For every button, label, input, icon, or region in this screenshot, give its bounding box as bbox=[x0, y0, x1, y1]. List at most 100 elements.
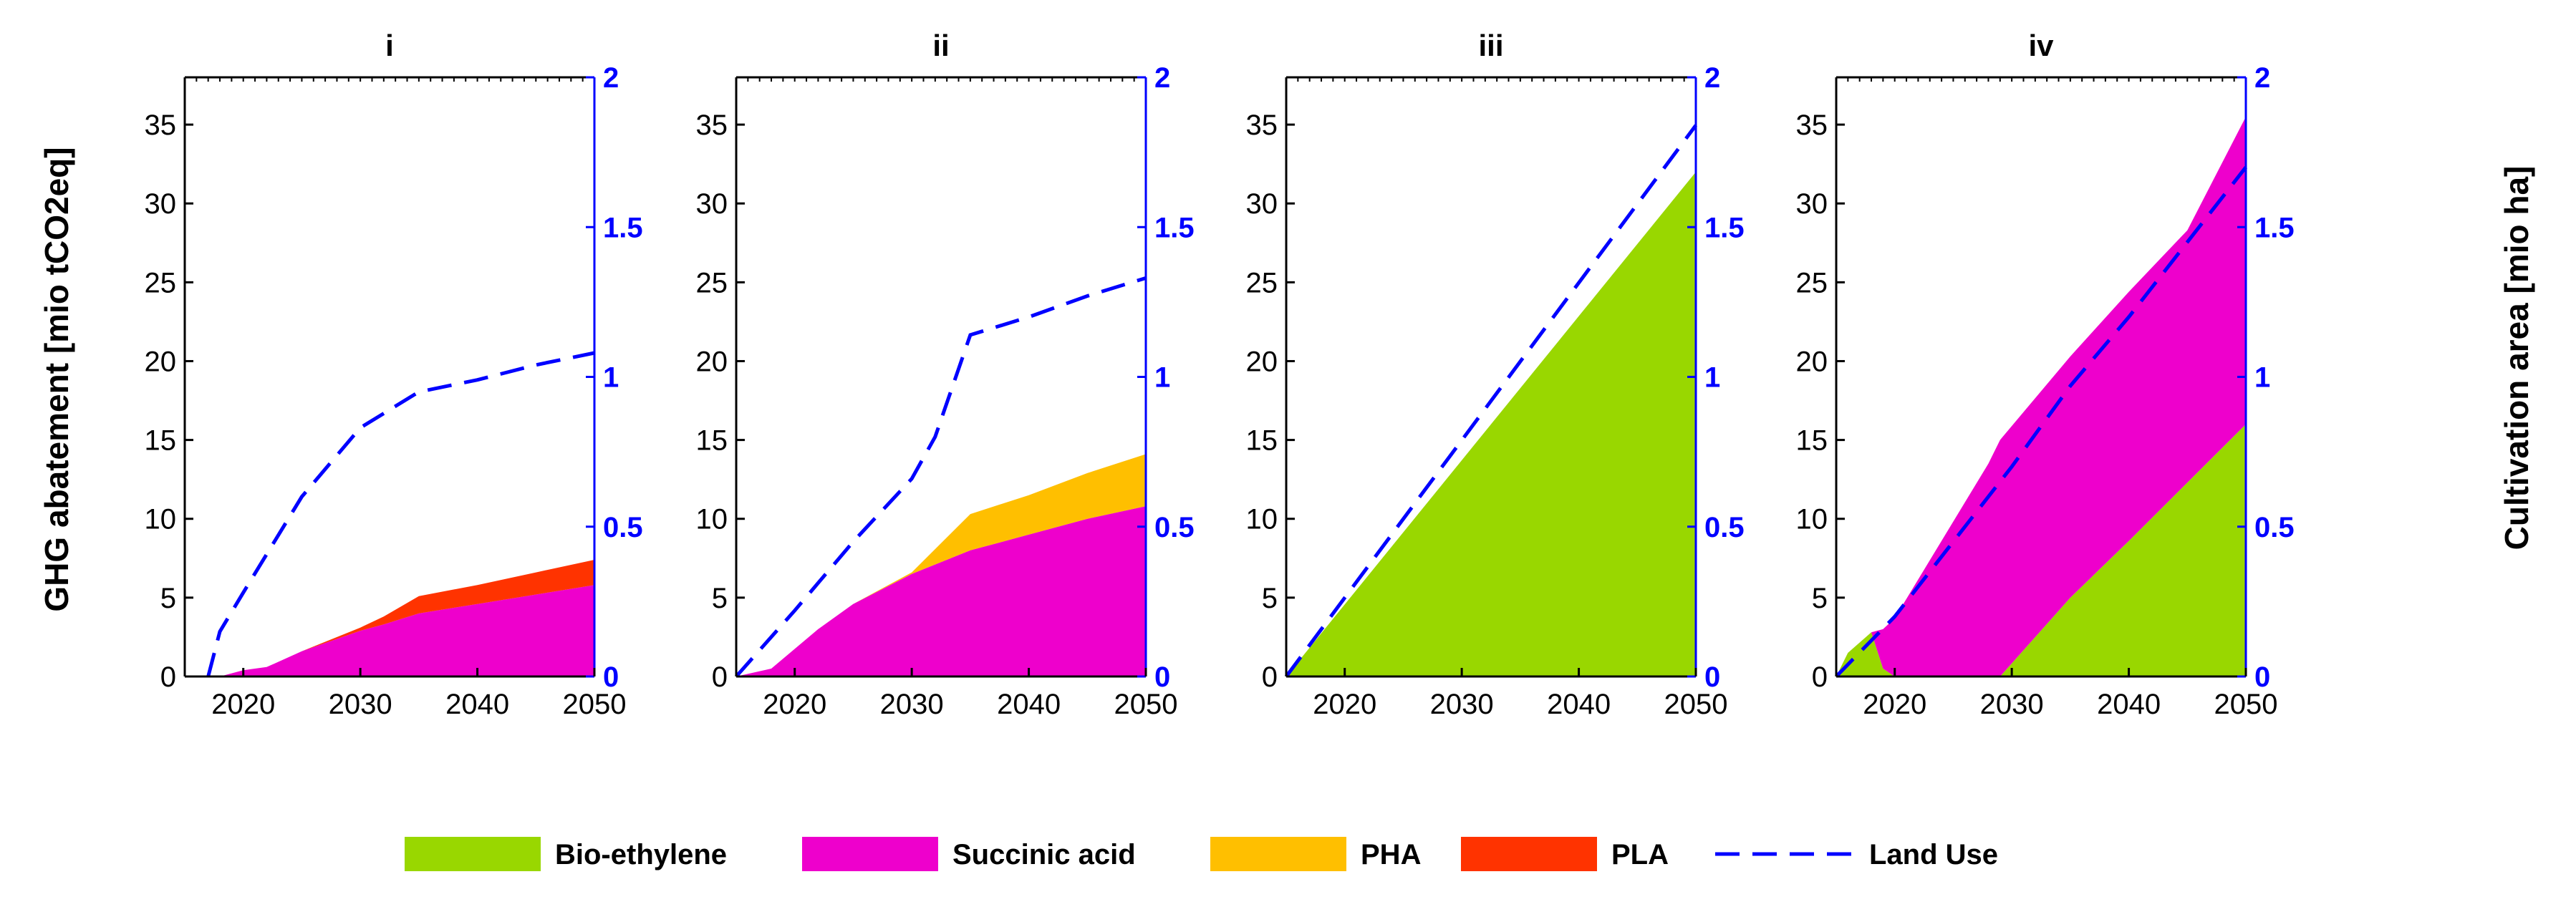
x-tick-label: 2050 bbox=[563, 689, 627, 720]
y-left-tick-label: 0 bbox=[160, 661, 176, 693]
y-left-tick-label: 25 bbox=[1796, 267, 1828, 299]
x-tick-label: 2030 bbox=[329, 689, 392, 720]
land-use-line bbox=[206, 351, 595, 677]
y-right-tick-label: 0 bbox=[603, 661, 619, 693]
y-left-tick-label: 25 bbox=[696, 267, 728, 299]
x-tick-label: 2030 bbox=[1980, 689, 2044, 720]
x-tick-label: 2030 bbox=[880, 689, 944, 720]
y-left-tick-label: 10 bbox=[1246, 504, 1278, 535]
y-left-tick-label: 30 bbox=[1796, 188, 1828, 220]
y-left-tick-label: 35 bbox=[145, 110, 177, 141]
y-left-tick-label: 15 bbox=[145, 425, 177, 457]
y-left-tick-label: 20 bbox=[1796, 346, 1828, 377]
x-tick-label: 2020 bbox=[1863, 689, 1926, 720]
area-succinic-acid bbox=[736, 506, 1146, 676]
panel-iv: 0 5 10 15 20 25 30 35 0 0.5 1 1.5 2 2020 2030 2040 2050 i… bbox=[1796, 29, 2295, 720]
y-right-tick-label: 0.5 bbox=[1704, 512, 1745, 543]
y-left-tick-label: 10 bbox=[1796, 504, 1828, 535]
y-right-tick-label: 1.5 bbox=[603, 212, 643, 243]
y-left-tick-label: 5 bbox=[1812, 583, 1828, 614]
y-left-tick-label: 30 bbox=[696, 188, 728, 220]
x-tick-label: 2050 bbox=[2214, 689, 2278, 720]
legend-label-bio-ethylene: Bio-ethylene bbox=[555, 839, 727, 870]
y-left-tick-label: 35 bbox=[696, 110, 728, 141]
x-tick-label: 2040 bbox=[2097, 689, 2161, 720]
x-tick-label: 2020 bbox=[211, 689, 275, 720]
x-tick-label: 2040 bbox=[1547, 689, 1611, 720]
legend-swatch-succinic-acid bbox=[802, 837, 938, 871]
y-right-tick-label: 0.5 bbox=[603, 512, 643, 543]
y-left-tick-label: 25 bbox=[1246, 267, 1278, 299]
legend-label-land-use: Land Use bbox=[1869, 839, 1998, 870]
y-right-tick-label: 1 bbox=[1154, 362, 1170, 394]
x-tick-label: 2030 bbox=[1430, 689, 1494, 720]
y-right-tick-label: 2 bbox=[1154, 62, 1170, 94]
x-tick-label: 2020 bbox=[763, 689, 826, 720]
y-left-tick-label: 20 bbox=[696, 346, 728, 377]
y-left-tick-label: 35 bbox=[1796, 110, 1828, 141]
x-tick-label: 2040 bbox=[997, 689, 1061, 720]
x-tick-label: 2040 bbox=[445, 689, 509, 720]
y-left-tick-label: 15 bbox=[1796, 425, 1828, 457]
panel-i: 0 5 10 15 20 25 30 35 0 0.5 1 1.5 2 2020 2030 2040 2050 i bbox=[145, 29, 643, 720]
y-left-tick-label: 0 bbox=[1262, 661, 1278, 693]
y-left-tick-label: 10 bbox=[145, 504, 177, 535]
y-right-tick-label: 1 bbox=[1704, 362, 1720, 394]
y-right-tick-label: 1.5 bbox=[1154, 212, 1195, 243]
y-right-tick-label: 0 bbox=[1154, 661, 1170, 693]
y-left-tick-label: 5 bbox=[712, 583, 728, 614]
y-right-tick-label: 2 bbox=[1704, 62, 1720, 94]
legend-label-pha: PHA bbox=[1361, 839, 1421, 870]
y-left-tick-label: 15 bbox=[696, 425, 728, 457]
y-left-tick-label: 5 bbox=[1262, 583, 1278, 614]
land-use-line bbox=[1284, 124, 1698, 678]
y-left-tick-label: 5 bbox=[160, 583, 176, 614]
area-pha bbox=[736, 454, 1146, 676]
x-tick-label: 2050 bbox=[1114, 689, 1178, 720]
y-right-tick-label: 1.5 bbox=[2254, 212, 2295, 243]
y-right-tick-label: 2 bbox=[2254, 62, 2270, 94]
legend-swatch-pla bbox=[1461, 837, 1597, 871]
area-bio-ethylene bbox=[1286, 172, 1696, 676]
y-right-tick-label: 1 bbox=[2254, 362, 2270, 394]
land-use-line bbox=[1835, 166, 2247, 678]
land-use-line bbox=[735, 276, 1147, 678]
y-left-tick-label: 30 bbox=[1246, 188, 1278, 220]
area-succinic-acid bbox=[1836, 117, 2246, 677]
legend-swatch-pha bbox=[1210, 837, 1346, 871]
panel-title: i bbox=[385, 29, 394, 62]
area-pla bbox=[185, 560, 594, 676]
panel-ii: 0 5 10 15 20 25 30 35 0 0.5 1 1.5 2 2020 2030 2040 2050 i… bbox=[696, 29, 1195, 720]
panel-iii: 0 5 10 15 20 25 30 35 0 0.5 1 1.5 2 2020 2030 2040 2050 i… bbox=[1246, 29, 1745, 720]
panel-title: iii bbox=[1478, 29, 1503, 62]
y-left-tick-label: 20 bbox=[1246, 346, 1278, 377]
y-right-tick-label: 1.5 bbox=[1704, 212, 1745, 243]
y-axis-right-label: Cultivation area [mio ha] bbox=[2498, 166, 2535, 550]
x-tick-label: 2020 bbox=[1313, 689, 1376, 720]
y-left-tick-label: 0 bbox=[712, 661, 728, 693]
legend-label-succinic-acid: Succinic acid bbox=[952, 839, 1136, 870]
y-axis-left-label: GHG abatement [mio tCO2eq] bbox=[38, 147, 75, 611]
y-left-tick-label: 10 bbox=[696, 504, 728, 535]
y-right-tick-label: 0 bbox=[1704, 661, 1720, 693]
legend-swatch-bio-ethylene bbox=[405, 837, 541, 871]
panel-title: iv bbox=[2028, 29, 2054, 62]
panel-title: ii bbox=[932, 29, 949, 62]
x-tick-label: 2050 bbox=[1664, 689, 1728, 720]
area-succinic-acid bbox=[185, 585, 594, 676]
y-right-tick-label: 0.5 bbox=[2254, 512, 2295, 543]
y-left-tick-label: 15 bbox=[1246, 425, 1278, 457]
y-left-tick-label: 0 bbox=[1812, 661, 1828, 693]
y-right-tick-label: 2 bbox=[603, 62, 619, 94]
y-left-tick-label: 20 bbox=[145, 346, 177, 377]
legend-label-pla: PLA bbox=[1611, 839, 1669, 870]
y-left-tick-label: 35 bbox=[1246, 110, 1278, 141]
y-right-tick-label: 0 bbox=[2254, 661, 2270, 693]
y-left-tick-label: 25 bbox=[145, 267, 177, 299]
y-right-tick-label: 1 bbox=[603, 362, 619, 394]
area-bio-ethylene bbox=[1836, 424, 2246, 676]
legend: Bio-ethylene Succinic acid PHA PLA Land Use bbox=[405, 837, 1998, 871]
y-right-tick-label: 0.5 bbox=[1154, 512, 1195, 543]
